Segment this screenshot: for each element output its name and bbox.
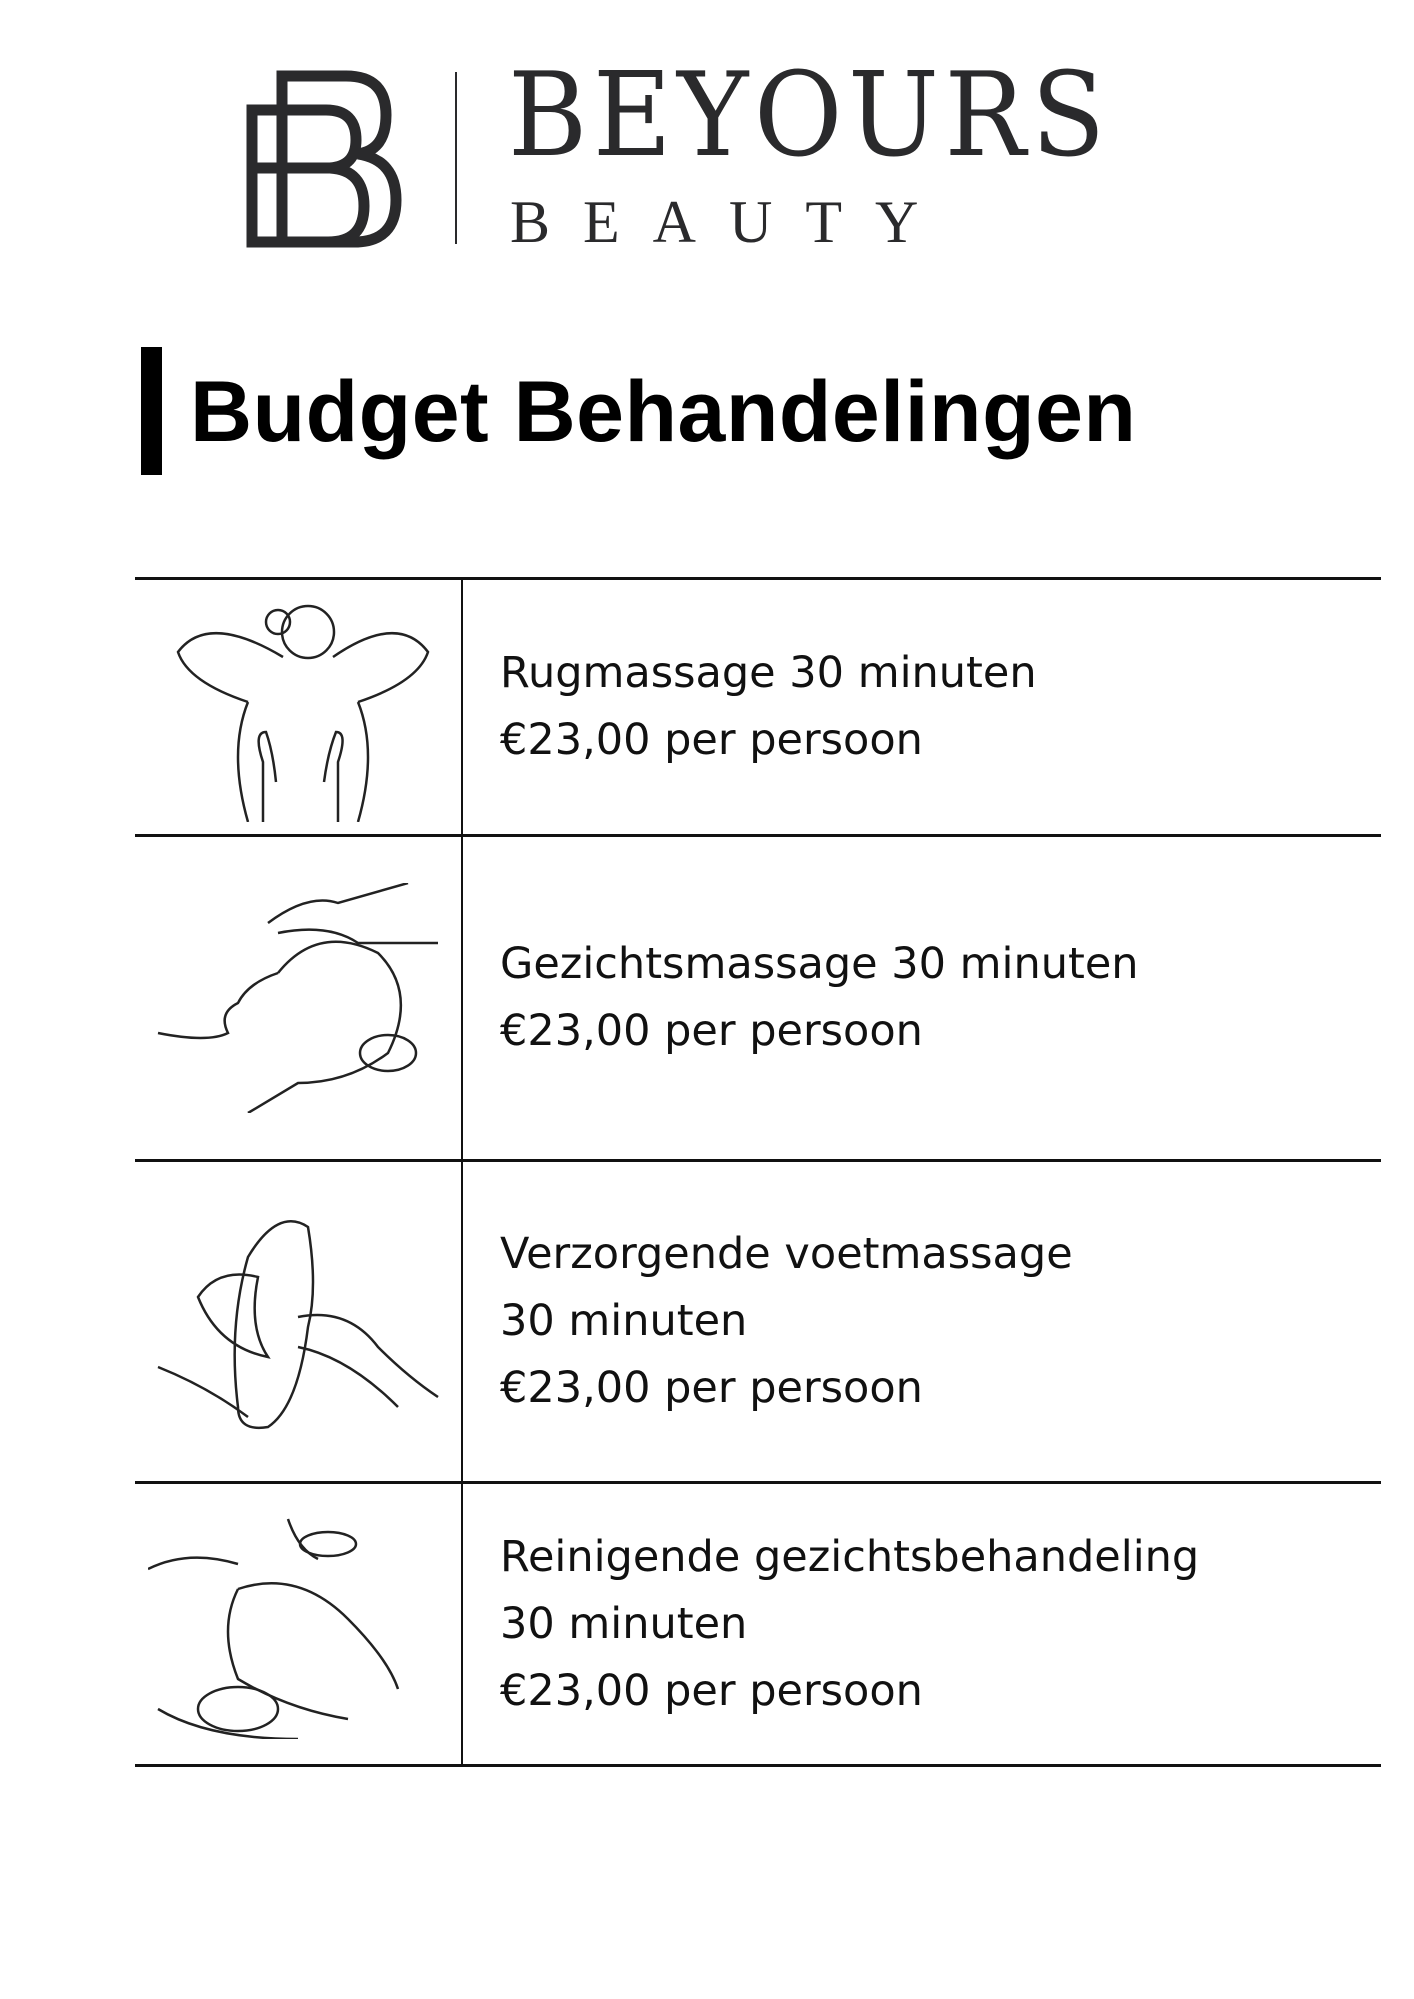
bb-monogram-icon [246,70,402,248]
foot-massage-illustration-icon [135,1162,463,1481]
treatment-price: €23,00 per persoon [500,1665,923,1716]
treatment-table: Rugmassage 30 minuten €23,00 per persoon… [135,577,1381,1767]
treatment-details: Rugmassage 30 minuten €23,00 per persoon [463,580,1381,834]
table-row: Gezichtsmassage 30 minuten €23,00 per pe… [135,834,1381,1159]
treatment-details: Gezichtsmassage 30 minuten €23,00 per pe… [463,837,1381,1159]
treatment-details: Reinigende gezichtsbehandeling 30 minute… [463,1484,1381,1764]
facial-cleansing-illustration-icon [135,1484,463,1764]
treatment-price: €23,00 per persoon [500,1006,923,1056]
table-row: Rugmassage 30 minuten €23,00 per persoon [135,577,1381,834]
page-title: Budget Behandelingen [190,364,1137,460]
face-massage-illustration-icon [135,837,463,1159]
table-row: Verzorgende voetmassage 30 minuten €23,0… [135,1159,1381,1481]
treatment-details: Verzorgende voetmassage 30 minuten €23,0… [463,1162,1381,1481]
brand-name: BEYOURS [508,48,1111,183]
logo-divider [455,72,457,244]
treatment-price: €23,00 per persoon [500,715,923,765]
title-accent-bar [141,347,162,475]
treatment-name: Verzorgende voetmassage [500,1229,1073,1279]
treatment-name: Gezichtsmassage 30 minuten [500,939,1139,989]
treatment-duration: 30 minuten [500,1296,748,1346]
treatment-name: Reinigende gezichtsbehandeling [500,1531,1200,1582]
treatment-name: Rugmassage 30 minuten [500,648,1037,698]
treatment-price: €23,00 per persoon [500,1363,923,1413]
table-row: Reinigende gezichtsbehandeling 30 minute… [135,1481,1381,1767]
brand-subtitle: BEAUTY [510,189,952,255]
treatment-duration: 30 minuten [500,1598,748,1649]
back-massage-illustration-icon [135,580,463,834]
